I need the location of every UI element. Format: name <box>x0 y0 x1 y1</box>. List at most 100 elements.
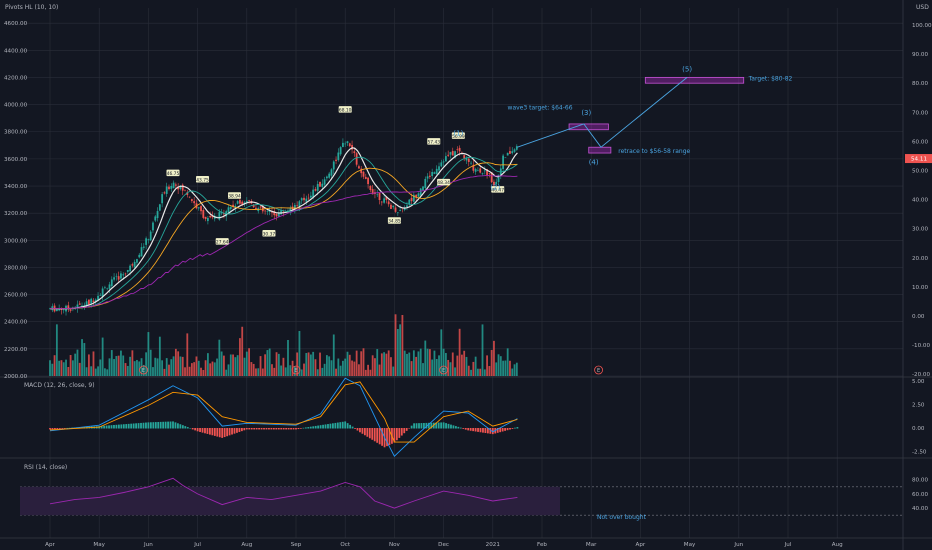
volume-bar-192 <box>488 366 491 376</box>
macd-hist-49 <box>169 421 172 429</box>
macd-hist-138 <box>388 428 391 445</box>
indicator-legend[interactable]: Pivots HL (10, 10) <box>5 4 59 11</box>
rsi-axis-label-1: 60.00 <box>912 492 928 498</box>
macd-hist-137 <box>386 428 388 447</box>
macd-legend[interactable]: MACD (12, 26, close, 9) <box>24 382 95 389</box>
candle-body-47 <box>156 211 159 219</box>
candle-body-58 <box>181 184 184 191</box>
volume-bar-136 <box>360 351 363 376</box>
x-axis-label-8: Dec <box>438 542 449 548</box>
candle-body-25 <box>106 288 109 290</box>
candle-body-141 <box>371 189 374 195</box>
last-price-label: 54.11 <box>911 157 927 163</box>
macd-hist-130 <box>368 428 371 439</box>
volume-bar-157 <box>408 352 411 376</box>
candle-body-137 <box>362 171 365 177</box>
volume-bar-10 <box>71 360 74 376</box>
volume-bar-128 <box>342 360 344 376</box>
macd-hist-66 <box>211 428 214 436</box>
annotation-0: wave3 target: $64-66 <box>508 104 573 111</box>
volume-bar-146 <box>383 352 386 376</box>
volume-bar-83 <box>239 338 241 376</box>
volume-bar-173 <box>444 353 447 376</box>
rsi-overbought-oversold-band <box>20 486 560 516</box>
candle-body-123 <box>330 169 333 176</box>
macd-hist-186 <box>506 428 509 431</box>
volume-bar-114 <box>309 354 312 376</box>
candle-body-61 <box>188 196 191 198</box>
x-axis-label-13: May <box>684 542 696 548</box>
volume-bar-18 <box>90 366 93 376</box>
macd-hist-7 <box>66 427 69 429</box>
volume-bar-158 <box>410 361 413 376</box>
macd-hist-54 <box>181 425 184 429</box>
candle-body-173 <box>444 156 447 162</box>
right-axis-label-0: 100.00 <box>912 23 932 29</box>
pivot-label-bg-2 <box>228 192 241 199</box>
volume-bar-50 <box>163 368 166 376</box>
volume-bar-167 <box>431 359 434 376</box>
candle-body-37 <box>133 261 136 268</box>
macd-hist-5 <box>61 428 64 429</box>
x-axis-label-12: Apr <box>636 542 646 548</box>
macd-hist-101 <box>297 428 300 430</box>
candle-body-57 <box>179 185 182 190</box>
rsi-axis-label-2: 40.00 <box>912 506 928 512</box>
macd-hist-57 <box>189 428 192 429</box>
volume-bar-3 <box>55 324 58 376</box>
pivot-label-4: 30.37 <box>263 231 276 237</box>
ma-line-sma_fast <box>50 147 518 310</box>
macd-hist-37 <box>140 422 142 429</box>
candle-body-99 <box>275 213 278 217</box>
candle-body-60 <box>186 192 189 195</box>
volume-bar-59 <box>184 367 186 376</box>
macd-hist-125 <box>356 428 359 431</box>
volume-bar-71 <box>211 361 214 376</box>
volume-bar-126 <box>337 358 340 376</box>
candle-body-159 <box>412 194 415 202</box>
volume-bar-134 <box>355 350 358 376</box>
macd-hist-100 <box>295 428 297 430</box>
volume-bar-189 <box>481 324 484 376</box>
volume-bar-152 <box>396 328 399 376</box>
pivot-label-bg-8 <box>451 132 465 139</box>
volume-bar-25 <box>106 369 109 376</box>
volume-bar-80 <box>232 354 234 376</box>
volume-bar-98 <box>273 367 276 376</box>
x-axis-label-7: Nov <box>389 542 401 548</box>
macd-hist-50 <box>172 421 174 429</box>
macd-hist-74 <box>231 428 233 435</box>
candle-body-149 <box>390 204 392 209</box>
volume-bar-96 <box>268 348 271 376</box>
macd-hist-71 <box>223 428 226 438</box>
earnings-marker-2: E <box>442 368 445 374</box>
last-price-bg <box>905 154 932 164</box>
volume-bar-148 <box>387 350 390 376</box>
macd-hist-58 <box>191 428 194 430</box>
candle-body-126 <box>337 152 340 161</box>
macd-hist-82 <box>250 428 253 430</box>
candle-body-71 <box>211 215 214 218</box>
macd-hist-62 <box>201 428 204 433</box>
volume-bar-162 <box>419 348 422 376</box>
volume-bar-93 <box>261 368 264 376</box>
candle-body-49 <box>161 194 164 204</box>
volume-bar-150 <box>392 366 395 376</box>
candle-body-30 <box>117 276 120 280</box>
annotation-2: Target: $80-82 <box>748 75 793 82</box>
volume-bar-20 <box>94 368 97 376</box>
macd-hist-178 <box>486 428 489 434</box>
volume-bar-123 <box>330 360 333 376</box>
macd-hist-1 <box>51 428 54 430</box>
candle-body-97 <box>271 212 273 213</box>
candle-body-95 <box>266 211 269 212</box>
macd-hist-21 <box>100 425 103 429</box>
macd-hist-124 <box>354 428 356 429</box>
macd-hist-111 <box>322 424 324 429</box>
candle-body-109 <box>298 201 301 207</box>
rsi-legend[interactable]: RSI (14, close) <box>24 464 68 471</box>
macd-hist-41 <box>149 422 152 429</box>
macd-hist-155 <box>430 422 433 429</box>
